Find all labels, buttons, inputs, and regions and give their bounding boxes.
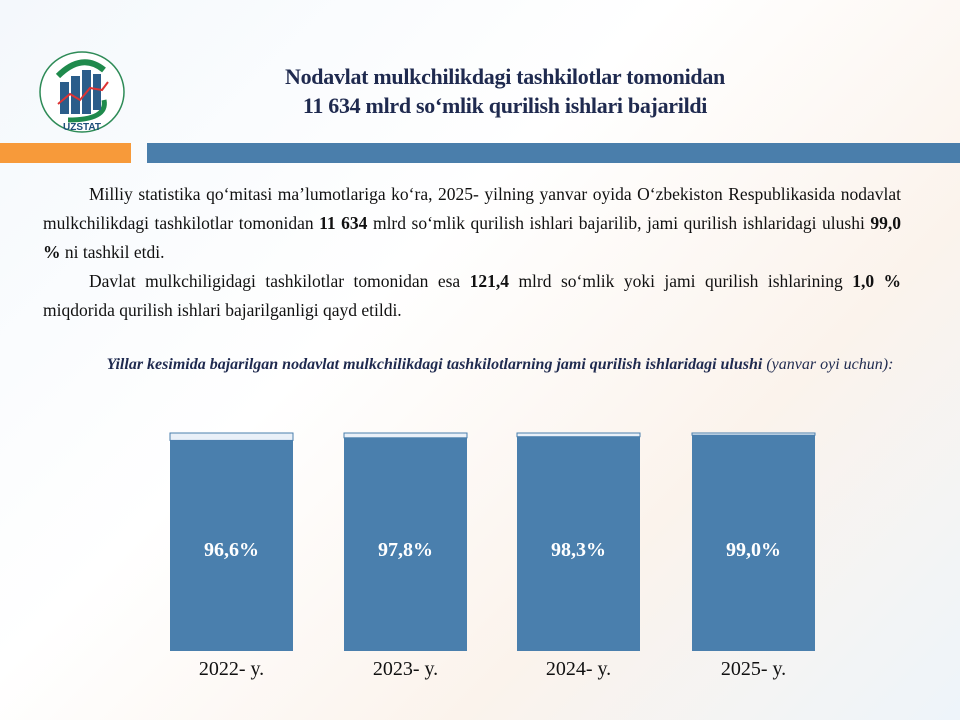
paragraph-2: Davlat mulkchiligidagi tashkilotlar tomo… [43, 267, 901, 325]
text: Milliy statistika qo‘mitasi ma’lumotlari… [43, 184, 901, 233]
category-label: 2025- y. [721, 658, 786, 680]
bar-remainder [343, 432, 468, 439]
text-bold: 1,0 % [852, 271, 902, 291]
chart-title-rest: (yanvar oyi uchun): [762, 356, 894, 373]
text: Davlat mulkchiligidagi tashkilotlar tomo… [89, 271, 470, 291]
bar-remainder [169, 432, 294, 441]
text-bold: 11 634 [319, 213, 368, 233]
svg-text:UZSTAT: UZSTAT [63, 122, 101, 133]
data-label: 98,3% [551, 539, 606, 561]
data-label: 99,0% [726, 539, 781, 561]
bar-chart: 96,6% 2022- y. 97,8% 2023- y. 98,3% 2024- y. 9… [169, 432, 816, 680]
bar-value [344, 437, 467, 651]
blue-divider [147, 143, 960, 163]
chart-title-bold: Yillar kesimida bajarilgan nodavlat mulk… [106, 356, 763, 373]
category-label: 2022- y. [199, 658, 264, 680]
text: mlrd so‘mlik yoki jami qurilish ishlarin… [509, 271, 853, 291]
data-label: 97,8% [378, 539, 433, 561]
uzstat-logo: UZSTAT [38, 50, 126, 134]
chart-title: Yillar kesimida bajarilgan nodavlat mulk… [100, 354, 900, 376]
text-bold: 99,0 % [43, 213, 901, 262]
text: mlrd so‘mlik qurilish ishlari bajarilib,… [367, 213, 871, 233]
body-text: Milliy statistika qo‘mitasi ma’lumotlari… [43, 180, 901, 325]
title-line-2: 11 634 mlrd so‘mlik qurilish ishlari baj… [302, 93, 708, 118]
bar-remainder [691, 432, 816, 436]
bar-remainder [516, 432, 641, 438]
category-label: 2023- y. [373, 658, 438, 680]
bar-value [692, 435, 815, 651]
bar-value [170, 440, 293, 651]
text: miqdorida qurilish ishlari bajarilganlig… [43, 300, 402, 320]
bar-value [517, 436, 640, 651]
text: ni tashkil etdi. [60, 242, 165, 262]
title-line-1: Nodavlat mulkchilikdagi tashkilotlar tom… [285, 64, 725, 89]
paragraph-1: Milliy statistika qo‘mitasi ma’lumotlari… [43, 180, 901, 267]
data-label: 96,6% [204, 539, 259, 561]
page-title: Nodavlat mulkchilikdagi tashkilotlar tom… [160, 62, 850, 120]
category-label: 2024- y. [546, 658, 611, 680]
text-bold: 121,4 [469, 271, 509, 291]
orange-divider [0, 143, 131, 163]
